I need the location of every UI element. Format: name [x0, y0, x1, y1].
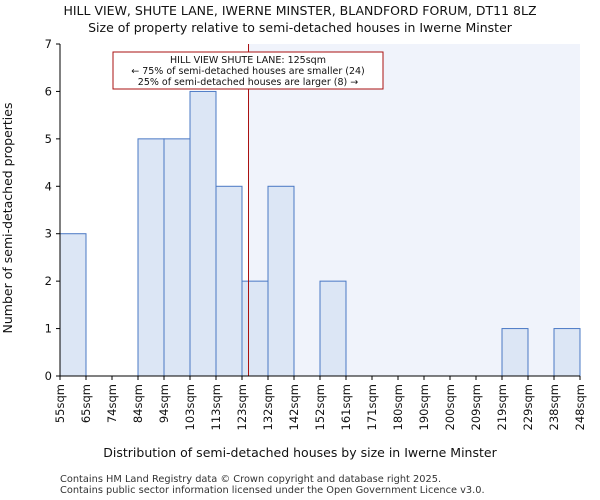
x-tick-label-248sqm: 248sqm — [573, 384, 587, 430]
y-tick-label-1: 1 — [45, 322, 52, 336]
annotation-box: HILL VIEW SHUTE LANE: 125sqm ← 75% of se… — [112, 51, 384, 90]
x-tick-label-65sqm: 65sqm — [79, 384, 93, 423]
x-tick-label-219sqm: 219sqm — [495, 384, 509, 430]
bar-219sqm — [501, 328, 529, 377]
annotation-frame — [112, 51, 384, 90]
bars-group — [59, 90, 581, 377]
x-tick-label-113sqm: 113sqm — [209, 384, 223, 430]
x-tick-label-190sqm: 190sqm — [417, 384, 431, 430]
y-tick-label-3: 3 — [45, 227, 52, 241]
x-tick-label-238sqm: 238sqm — [547, 384, 561, 430]
x-tick-label-161sqm: 161sqm — [339, 384, 353, 430]
x-tick-label-142sqm: 142sqm — [287, 384, 301, 430]
x-tick-label-94sqm: 94sqm — [157, 384, 171, 423]
y-tick-label-6: 6 — [45, 84, 52, 98]
x-tick-label-171sqm: 171sqm — [365, 384, 379, 430]
chart-title: HILL VIEW, SHUTE LANE, IWERNE MINSTER, B… — [63, 3, 536, 18]
bar-55sqm — [59, 233, 87, 377]
x-tick-label-84sqm: 84sqm — [131, 384, 145, 423]
plot-background — [248, 44, 580, 376]
x-ticks-group: 55sqm 65sqm 74sqm 84sqm 94sqm 103sqm 113sqm 123… — [53, 376, 587, 430]
bar-84sqm — [137, 138, 165, 377]
x-tick-label-200sqm: 200sqm — [443, 384, 457, 430]
x-tick-label-229sqm: 229sqm — [521, 384, 535, 430]
bar-132sqm — [267, 185, 295, 377]
bar-103sqm — [189, 90, 217, 377]
y-tick-label-7: 7 — [45, 37, 52, 51]
annotation-line-2: ← 75% of semi-detached houses are smalle… — [131, 66, 365, 77]
footer-line-2: Contains public sector information licen… — [60, 485, 485, 496]
y-axis-label: Number of semi-detached properties — [0, 103, 15, 334]
x-tick-label-180sqm: 180sqm — [391, 384, 405, 430]
x-tick-label-55sqm: 55sqm — [53, 384, 67, 423]
y-ticks-group: 0 1 2 3 4 5 6 7 — [45, 37, 60, 383]
chart-subtitle: Size of property relative to semi-detach… — [88, 20, 513, 35]
highlight-region — [248, 44, 580, 376]
x-tick-label-74sqm: 74sqm — [105, 384, 119, 423]
x-tick-label-152sqm: 152sqm — [313, 384, 327, 430]
bar-94sqm — [163, 138, 191, 377]
footer-line-1: Contains HM Land Registry data © Crown c… — [60, 474, 441, 485]
bar-113sqm — [215, 185, 243, 377]
x-tick-label-123sqm: 123sqm — [235, 384, 249, 430]
bar-123sqm — [241, 280, 269, 377]
x-tick-label-132sqm: 132sqm — [261, 384, 275, 430]
y-tick-label-2: 2 — [45, 274, 52, 288]
annotation-line-3: 25% of semi-detached houses are larger (… — [138, 77, 358, 88]
y-tick-label-5: 5 — [45, 132, 52, 146]
y-tick-label-0: 0 — [45, 369, 52, 383]
bar-248sqm — [553, 328, 581, 377]
x-axis-label: Distribution of semi-detached houses by … — [103, 445, 497, 460]
bar-152sqm — [319, 280, 347, 377]
x-tick-label-103sqm: 103sqm — [183, 384, 197, 430]
y-tick-label-4: 4 — [45, 179, 52, 193]
annotation-line-1: HILL VIEW SHUTE LANE: 125sqm — [170, 55, 326, 66]
x-tick-label-209sqm: 209sqm — [469, 384, 483, 430]
